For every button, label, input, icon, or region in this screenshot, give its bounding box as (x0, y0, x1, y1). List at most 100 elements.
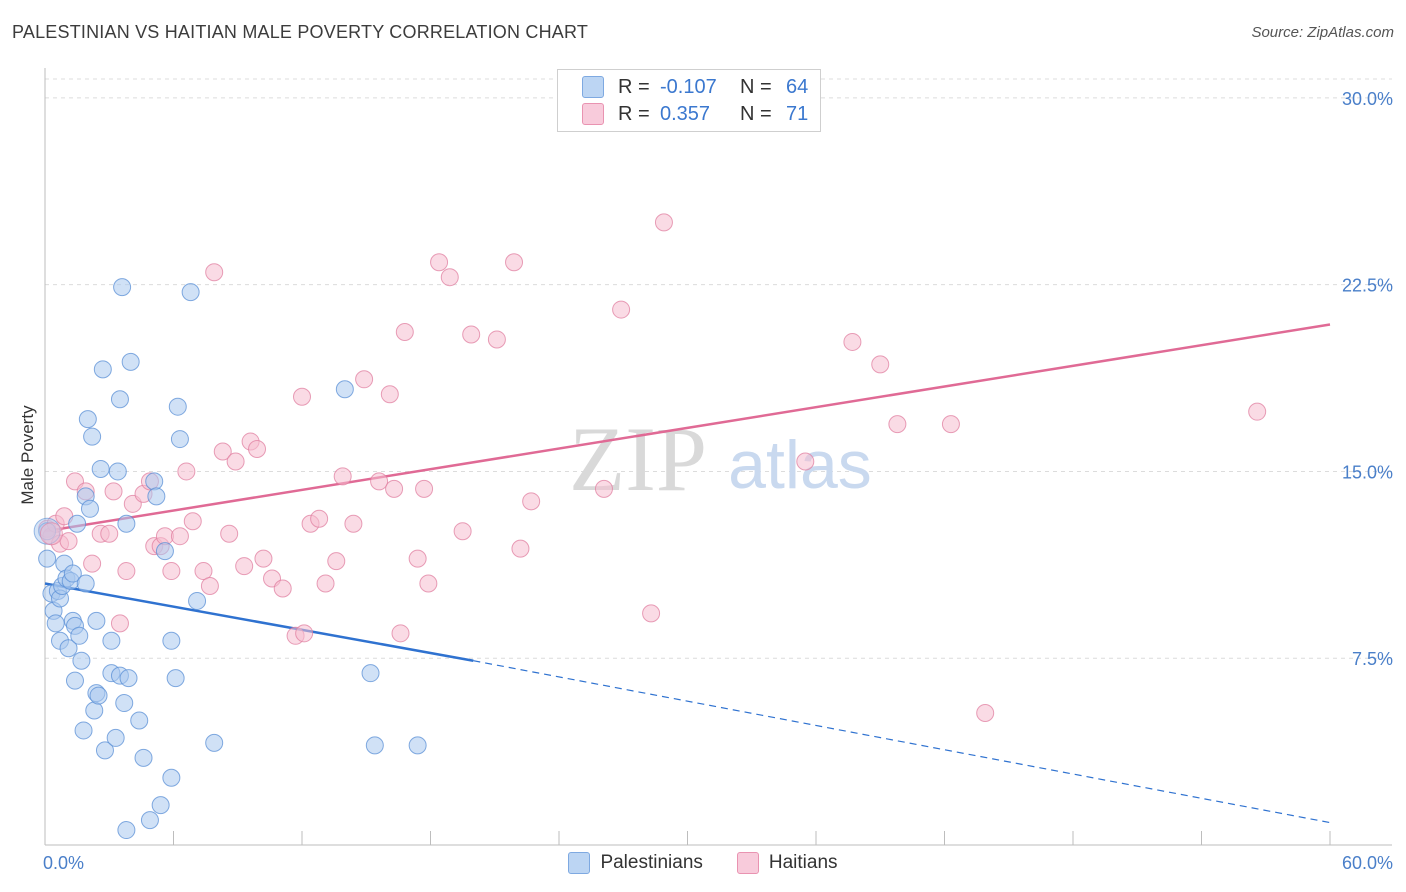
r-value: 0.357 (660, 102, 711, 125)
haitians-point (522, 492, 541, 511)
palestinians-point (65, 671, 84, 690)
haitians-legend-swatch (736, 852, 759, 874)
haitians-point (183, 512, 202, 531)
legend-item-haitians: Haitians (736, 852, 838, 874)
palestinians-point (188, 591, 207, 610)
haitians-point (310, 509, 329, 528)
r-label: R = (618, 75, 650, 98)
haitians-point (419, 574, 438, 593)
palestinians-point (130, 711, 149, 730)
haitians-point (235, 557, 254, 576)
haitians-point (487, 330, 506, 349)
trend-lines (44, 323, 1331, 824)
haitians-point (117, 562, 136, 581)
palestinians-point (361, 664, 380, 683)
haitians-point (1248, 402, 1267, 421)
haitians-point (248, 440, 267, 459)
palestinians-point (87, 611, 106, 630)
series-legend: Palestinians Haitians (0, 852, 1406, 874)
haitians-point (370, 472, 389, 491)
haitians-point (415, 479, 434, 498)
haitians-point (170, 527, 189, 546)
haitians-point (316, 574, 335, 593)
y-axis-label: Male Poverty (18, 405, 37, 505)
palestinians-swatch (582, 76, 604, 98)
haitians-point (205, 263, 224, 282)
y-tick-label: 15.0% (1342, 462, 1393, 482)
haitians-point (594, 479, 613, 498)
haitians-point (254, 549, 273, 568)
palestinians-point (59, 639, 78, 658)
palestinians-point (181, 283, 200, 302)
haitians-point (213, 442, 232, 461)
palestinians-point (408, 736, 427, 755)
palestinians-point (106, 728, 125, 747)
axes (44, 68, 1392, 846)
palestinians-point (121, 352, 140, 371)
palestinians-point (170, 430, 189, 449)
palestinians-point (74, 721, 93, 740)
haitians-point (380, 385, 399, 404)
palestinians-point (365, 736, 384, 755)
palestinians-point (85, 701, 104, 720)
haitians-point (177, 462, 196, 481)
r-label: R = (618, 102, 650, 125)
haitians-point (642, 604, 661, 623)
haitians-point (355, 370, 374, 389)
legend-row-haitians: R = 0.357 N = 71 (582, 101, 808, 127)
haitians-point (408, 549, 427, 568)
palestinians-point (110, 390, 129, 409)
haitians-cluster-point (39, 522, 63, 546)
haitians-point (273, 579, 292, 598)
haitians-point (511, 539, 530, 558)
correlation-legend: R = -0.107 N = 64 R = 0.357 N = 71 (557, 69, 821, 132)
haitians-point (796, 452, 815, 471)
palestinians-point (140, 811, 159, 830)
haitians-point (295, 624, 314, 643)
x-tick-label-max: 60.0% (1342, 853, 1393, 873)
palestinians-point (89, 686, 108, 705)
haitians-swatch (582, 103, 604, 125)
tick-labels: 7.5% 15.0% 22.5% 30.0% 0.0% 60.0% (43, 89, 1393, 873)
haitians-point (395, 322, 414, 341)
palestinians-point (205, 733, 224, 752)
palestinians-point (113, 278, 132, 297)
legend-item-palestinians: Palestinians (568, 852, 703, 874)
n-value: 64 (786, 75, 809, 98)
haitians-point (104, 482, 123, 501)
haitians-point (391, 624, 410, 643)
r-value: -0.107 (660, 75, 717, 98)
n-value: 71 (786, 102, 809, 125)
palestinians-point (162, 631, 181, 650)
y-tick-label: 22.5% (1342, 276, 1393, 296)
haitians-point (100, 524, 119, 543)
palestinians-point (119, 669, 138, 688)
palestinians-point (145, 472, 164, 491)
legend-label: Palestinians (600, 852, 703, 873)
palestinians-point (134, 748, 153, 767)
palestinians-point (102, 631, 121, 650)
n-label: N = (740, 75, 772, 98)
haitians-point (440, 268, 459, 287)
palestinians-point (166, 669, 185, 688)
chart-source: Source: ZipAtlas.com (1251, 24, 1394, 41)
haitians-point (293, 387, 311, 406)
palestinians-point (72, 651, 91, 670)
palestinians-point (38, 549, 57, 568)
palestinians-point (151, 796, 170, 815)
haitians-point (162, 562, 181, 581)
palestinians-point (168, 397, 187, 416)
data-points (33, 213, 1267, 840)
chart-title: PALESTINIAN VS HAITIAN MALE POVERTY CORR… (12, 22, 589, 42)
haitians-point (226, 452, 245, 471)
palestinians-point (155, 542, 174, 561)
haitians-trend-line (44, 323, 1331, 533)
palestinians-point (68, 514, 87, 533)
haitians-point (843, 332, 862, 351)
haitians-point (612, 300, 631, 319)
haitians-point (344, 514, 363, 533)
x-tick-label-min: 0.0% (43, 853, 84, 873)
haitians-point (194, 562, 213, 581)
palestinians-point (147, 487, 166, 506)
